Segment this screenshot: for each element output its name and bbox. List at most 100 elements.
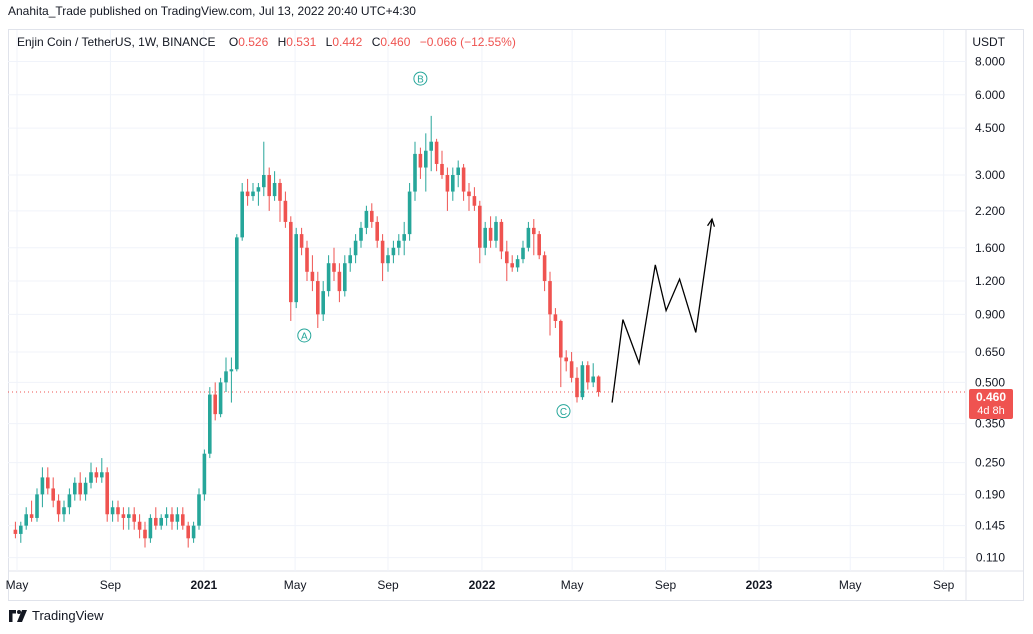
wave-label-a-circle — [297, 328, 312, 343]
wave-label-b-circle — [413, 71, 428, 86]
price-tick-label: 4.500 — [975, 121, 1005, 135]
candle-body — [19, 525, 23, 534]
candle-body — [461, 167, 466, 192]
time-tick-label: May — [6, 578, 29, 592]
price-tick-label: 0.145 — [975, 519, 1005, 533]
wave-label-b: B — [417, 75, 424, 86]
chart-frame — [8, 29, 1024, 601]
candle-body — [105, 472, 109, 515]
candle-body — [181, 514, 185, 526]
tradingview-logo-icon — [9, 609, 27, 622]
candle-body — [289, 221, 293, 303]
candle-body — [542, 255, 547, 282]
candle-body — [326, 263, 331, 292]
time-tick-label: May — [561, 578, 584, 592]
candle-body — [353, 240, 358, 256]
candle-body — [240, 191, 244, 238]
candle-body — [235, 237, 239, 370]
candle-body — [370, 210, 374, 222]
candle-body — [434, 141, 439, 164]
candle-body — [537, 234, 541, 256]
price-tick-label: 6.000 — [975, 88, 1005, 102]
candle-body — [515, 259, 520, 268]
candle-body — [143, 529, 147, 539]
candle-body — [532, 227, 536, 235]
candle-body — [208, 394, 212, 454]
candle-body — [35, 494, 39, 518]
candle-body — [164, 514, 169, 518]
time-tick-label: Sep — [655, 578, 677, 592]
candle-body — [472, 196, 477, 206]
candle-body — [337, 271, 342, 292]
candle-body — [456, 167, 460, 175]
legend: Enjin Coin / TetherUS, 1W, BINANCE O0.52… — [17, 35, 516, 49]
candle-body — [110, 507, 115, 515]
candle-body — [467, 191, 471, 197]
price-tick-label: 0.500 — [975, 375, 1005, 389]
candle-body — [197, 494, 201, 526]
candle-body — [229, 369, 234, 372]
candle-body — [294, 234, 298, 303]
last-price-tag: 0.460 4d 8h — [969, 389, 1013, 419]
candle-body — [299, 234, 304, 248]
price-tick-label: 0.650 — [975, 345, 1005, 359]
time-tick-label: May — [839, 578, 862, 592]
last-price-value: 0.460 — [975, 390, 1007, 404]
candle-body — [386, 255, 390, 264]
candle-body — [429, 141, 433, 151]
candle-body — [94, 472, 99, 478]
candle-body — [564, 357, 568, 362]
candle-body — [46, 477, 50, 489]
price-tick-label: 1.600 — [975, 241, 1005, 255]
candle-body — [575, 377, 579, 398]
candle-body — [397, 240, 401, 248]
candle-body — [51, 488, 55, 501]
candle-body — [127, 514, 131, 518]
candle-body — [488, 227, 493, 241]
candle-body — [478, 205, 482, 248]
candle-body — [132, 514, 136, 522]
candle-body — [548, 281, 552, 315]
candle-body — [116, 507, 120, 515]
time-tick-label: Sep — [100, 578, 122, 592]
candle-body — [154, 517, 158, 526]
legend-high-label: H — [277, 35, 287, 49]
candle-body — [186, 525, 190, 539]
candle-body — [380, 240, 385, 264]
candle-body — [391, 247, 396, 256]
candle-body — [321, 291, 325, 315]
legend-change: −0.066 (−12.55%) — [419, 35, 516, 49]
candle-body — [278, 182, 282, 201]
time-tick-label: Sep — [933, 578, 955, 592]
price-tick-label: 0.900 — [975, 307, 1005, 321]
legend-symbol[interactable]: Enjin Coin / TetherUS, 1W, BINANCE — [17, 35, 216, 49]
candle-body — [245, 191, 250, 197]
wave-label-c: C — [560, 407, 567, 418]
tradingview-logo[interactable]: TradingView — [9, 608, 104, 623]
price-tick-label: 8.000 — [975, 54, 1005, 68]
candle-body — [100, 472, 104, 478]
price-tick-label: 0.110 — [976, 551, 1005, 565]
candle-body — [483, 227, 487, 248]
time-tick-label: May — [284, 578, 307, 592]
price-tick-label: 1.200 — [975, 274, 1005, 288]
price-tick-label: 0.190 — [975, 487, 1005, 501]
candle-body — [451, 174, 455, 192]
legend-low-value: 0.442 — [332, 35, 363, 49]
candle-body — [526, 227, 531, 248]
candle-body — [89, 472, 93, 483]
wave-projection-line — [611, 219, 713, 403]
candle-body — [218, 382, 223, 415]
candle-body — [569, 361, 574, 378]
candle-body — [62, 507, 66, 515]
candle-body — [310, 271, 315, 282]
candle-body — [159, 517, 163, 526]
candle-body — [499, 221, 504, 252]
candle-body — [510, 263, 514, 268]
candle-body — [305, 247, 309, 272]
candle-body — [13, 529, 18, 534]
candle-body — [137, 521, 142, 530]
candle-body — [29, 514, 34, 518]
candle-body — [494, 221, 498, 241]
